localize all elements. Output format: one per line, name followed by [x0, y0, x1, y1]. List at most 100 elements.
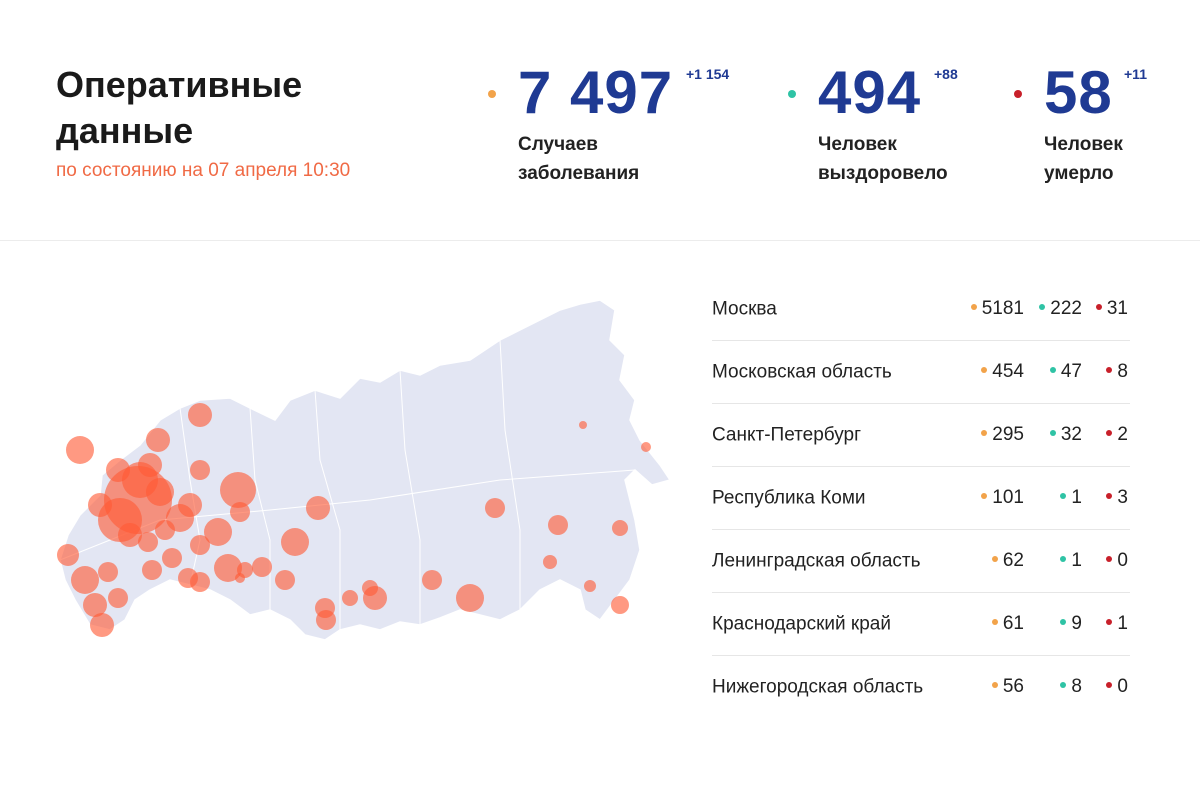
case-bubble	[142, 560, 162, 580]
region-recovered-dot-icon	[1060, 492, 1067, 499]
table-row: Республика Коми 101 1 3	[712, 467, 1130, 530]
case-bubble	[108, 588, 128, 608]
case-bubble	[162, 548, 182, 568]
region-name: Краснодарский край	[712, 613, 891, 635]
case-bubble	[641, 442, 651, 452]
case-bubble	[118, 523, 142, 547]
region-cases: 101	[981, 487, 1024, 509]
region-deaths-dot-icon	[1106, 366, 1113, 373]
case-bubble	[611, 596, 629, 614]
case-bubble	[214, 554, 242, 582]
region-deaths: 0	[1106, 550, 1128, 572]
region-cases-dot-icon	[991, 555, 998, 562]
region-name: Москва	[712, 298, 777, 320]
stat-deaths-delta: +11	[1124, 66, 1147, 82]
case-bubble	[57, 544, 79, 566]
region-cases-dot-icon	[981, 429, 988, 436]
region-recovered: 32	[1049, 424, 1082, 446]
stat-recovered: 494 +88 Человек выздоровело	[788, 58, 988, 198]
case-bubble	[548, 515, 568, 535]
stat-cases-label: Случаев заболевания	[518, 134, 640, 184]
region-recovered-dot-icon	[1060, 555, 1067, 562]
region-recovered-dot-icon	[1039, 303, 1046, 310]
region-cases: 61	[991, 613, 1024, 635]
stat-recovered-label: Человек выздоровело	[818, 134, 948, 184]
case-bubble	[138, 453, 162, 477]
case-bubble	[88, 493, 112, 517]
region-recovered: 8	[1060, 676, 1082, 698]
region-cases: 56	[991, 676, 1024, 698]
region-recovered: 1	[1060, 550, 1082, 572]
region-cases-dot-icon	[981, 366, 988, 373]
region-name: Московская область	[712, 361, 892, 383]
region-cases-dot-icon	[970, 303, 977, 310]
table-row: Москва 5181 222 31	[712, 278, 1130, 341]
stat-deaths: 58 +11 Человек умерло	[1014, 58, 1174, 198]
case-bubble	[579, 421, 587, 429]
case-bubble	[456, 584, 484, 612]
case-bubble	[306, 496, 330, 520]
region-cases: 454	[981, 361, 1024, 383]
region-name: Республика Коми	[712, 487, 866, 509]
case-bubble	[584, 580, 596, 592]
case-bubble	[230, 502, 250, 522]
table-row: Краснодарский край 61 9 1	[712, 593, 1130, 656]
region-recovered-dot-icon	[1049, 429, 1056, 436]
region-cases-dot-icon	[991, 618, 998, 625]
region-cases-dot-icon	[991, 681, 998, 688]
regions-table: Москва 5181 222 31 Московская область 454 47 8 С…	[712, 278, 1130, 718]
region-deaths: 31	[1095, 298, 1128, 320]
region-deaths-dot-icon	[1106, 492, 1113, 499]
region-deaths-dot-icon	[1106, 555, 1113, 562]
table-row: Нижегородская область 56 8 0	[712, 656, 1130, 718]
case-bubble	[178, 493, 202, 517]
case-bubble	[252, 557, 272, 577]
region-deaths: 3	[1106, 487, 1128, 509]
case-bubble	[83, 593, 107, 617]
stat-cases-value: 7 497	[518, 59, 674, 126]
deaths-dot-icon	[1014, 90, 1022, 98]
case-bubble	[342, 590, 358, 606]
case-bubble	[178, 568, 198, 588]
stat-cases: 7 497 +1 154 Случаев заболевания	[488, 58, 748, 198]
region-cases-dot-icon	[981, 492, 988, 499]
case-bubble	[281, 528, 309, 556]
table-row: Санкт-Петербург 295 32 2	[712, 404, 1130, 467]
region-recovered-dot-icon	[1060, 681, 1067, 688]
region-deaths: 1	[1106, 613, 1128, 635]
stat-cases-delta: +1 154	[686, 66, 730, 82]
region-recovered: 222	[1039, 298, 1082, 320]
case-bubble	[190, 535, 210, 555]
stat-recovered-value: 494	[818, 59, 922, 126]
case-bubble	[138, 532, 158, 552]
case-bubble	[363, 586, 387, 610]
case-bubble	[485, 498, 505, 518]
region-deaths: 0	[1106, 676, 1128, 698]
region-recovered: 47	[1049, 361, 1082, 383]
region-cases: 295	[981, 424, 1024, 446]
region-deaths-dot-icon	[1095, 303, 1102, 310]
region-recovered: 9	[1060, 613, 1082, 635]
case-bubble	[190, 460, 210, 480]
stat-deaths-value: 58	[1044, 59, 1113, 126]
case-bubble	[316, 610, 336, 630]
region-name: Санкт-Петербург	[712, 424, 862, 446]
case-bubble	[98, 562, 118, 582]
case-bubble	[146, 478, 174, 506]
case-bubble	[275, 570, 295, 590]
page-subtitle: по состоянию на 07 апреля 10:30	[56, 160, 351, 181]
russia-map	[57, 299, 672, 641]
case-bubble	[90, 613, 114, 637]
region-deaths-dot-icon	[1106, 429, 1113, 436]
russia-outline	[59, 299, 672, 641]
region-cases: 62	[991, 550, 1024, 572]
region-deaths-dot-icon	[1106, 618, 1113, 625]
case-bubble	[204, 518, 232, 546]
case-bubble	[71, 566, 99, 594]
case-bubbles	[57, 403, 651, 637]
region-cases: 5181	[970, 298, 1024, 320]
case-bubble	[106, 458, 130, 482]
recovered-dot-icon	[788, 90, 796, 98]
case-bubble	[422, 570, 442, 590]
case-bubble	[612, 520, 628, 536]
